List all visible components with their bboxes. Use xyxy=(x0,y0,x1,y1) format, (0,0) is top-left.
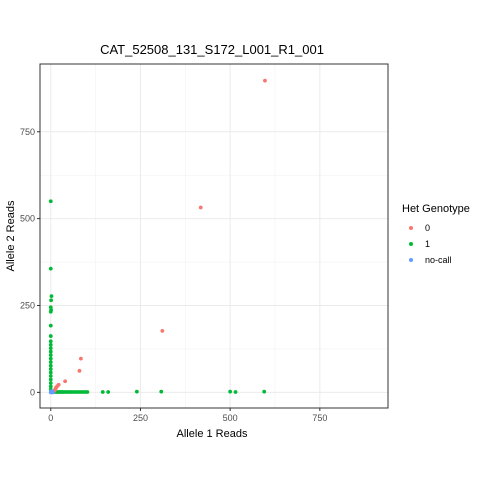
data-point-1 xyxy=(48,381,53,385)
legend-label-0: 0 xyxy=(425,223,430,233)
data-point-0 xyxy=(78,356,83,361)
data-point-1 xyxy=(48,353,53,358)
data-point-1 xyxy=(48,309,53,314)
legend-key-0 xyxy=(409,226,413,230)
data-point-1 xyxy=(228,389,233,394)
legend-key-1 xyxy=(409,242,413,246)
data-point-1 xyxy=(48,367,53,371)
grid-lines xyxy=(40,64,388,408)
data-point-1 xyxy=(48,199,53,204)
legend-label-no-call: no-call xyxy=(425,255,452,265)
data-point-1 xyxy=(48,342,53,347)
plot-panel xyxy=(39,63,389,409)
data-point-1 xyxy=(48,356,53,361)
data-point-1 xyxy=(48,323,53,328)
x-tick-label: 250 xyxy=(133,413,148,423)
data-point-1 xyxy=(48,346,53,351)
data-point-1 xyxy=(48,334,53,338)
data-points xyxy=(48,78,267,395)
data-point-1 xyxy=(48,370,53,375)
data-point-1 xyxy=(233,390,238,394)
x-axis: 0 250 500 750 xyxy=(48,408,327,423)
data-point-1 xyxy=(106,390,111,394)
x-tick-label: 500 xyxy=(223,413,238,423)
y-tick-label: 0 xyxy=(30,387,35,397)
y-tick-label: 500 xyxy=(20,214,35,224)
chart-title: CAT_52508_131_S172_L001_R1_001 xyxy=(100,42,324,57)
data-point-1 xyxy=(48,349,53,354)
data-point-1 xyxy=(100,390,105,394)
data-point-0 xyxy=(263,78,267,83)
x-tick-label: 750 xyxy=(312,413,327,423)
data-point-0 xyxy=(63,379,68,384)
data-point-0 xyxy=(198,205,203,210)
data-point-1 xyxy=(48,374,53,378)
y-axis-title: Allele 2 Reads xyxy=(5,200,17,271)
data-point-1 xyxy=(49,294,54,299)
legend-key-no-call xyxy=(409,258,413,262)
data-point-1 xyxy=(159,389,164,394)
data-point-1 xyxy=(48,384,53,389)
data-point-1 xyxy=(48,360,53,365)
x-axis-title: Allele 1 Reads xyxy=(177,428,248,440)
legend-title: Het Genotype xyxy=(402,203,470,215)
data-point-1 xyxy=(48,339,53,344)
x-tick-label: 0 xyxy=(48,413,53,423)
data-point-1 xyxy=(48,363,53,368)
data-point-1 xyxy=(48,377,53,382)
data-point-0 xyxy=(160,328,165,333)
legend-label-1: 1 xyxy=(425,239,430,249)
data-point-1 xyxy=(134,389,139,394)
data-point-1 xyxy=(85,390,90,394)
data-point-0 xyxy=(77,368,82,373)
data-point-1 xyxy=(262,389,267,394)
y-axis: 0 250 500 750 xyxy=(20,127,40,397)
data-point-1 xyxy=(48,305,53,310)
y-tick-label: 250 xyxy=(20,300,35,310)
data-point-no-call xyxy=(49,390,54,395)
data-point-1 xyxy=(48,266,53,271)
data-point-1 xyxy=(49,298,54,303)
y-tick-label: 750 xyxy=(20,127,35,137)
legend: Het Genotype 0 1 no-call xyxy=(402,203,470,265)
